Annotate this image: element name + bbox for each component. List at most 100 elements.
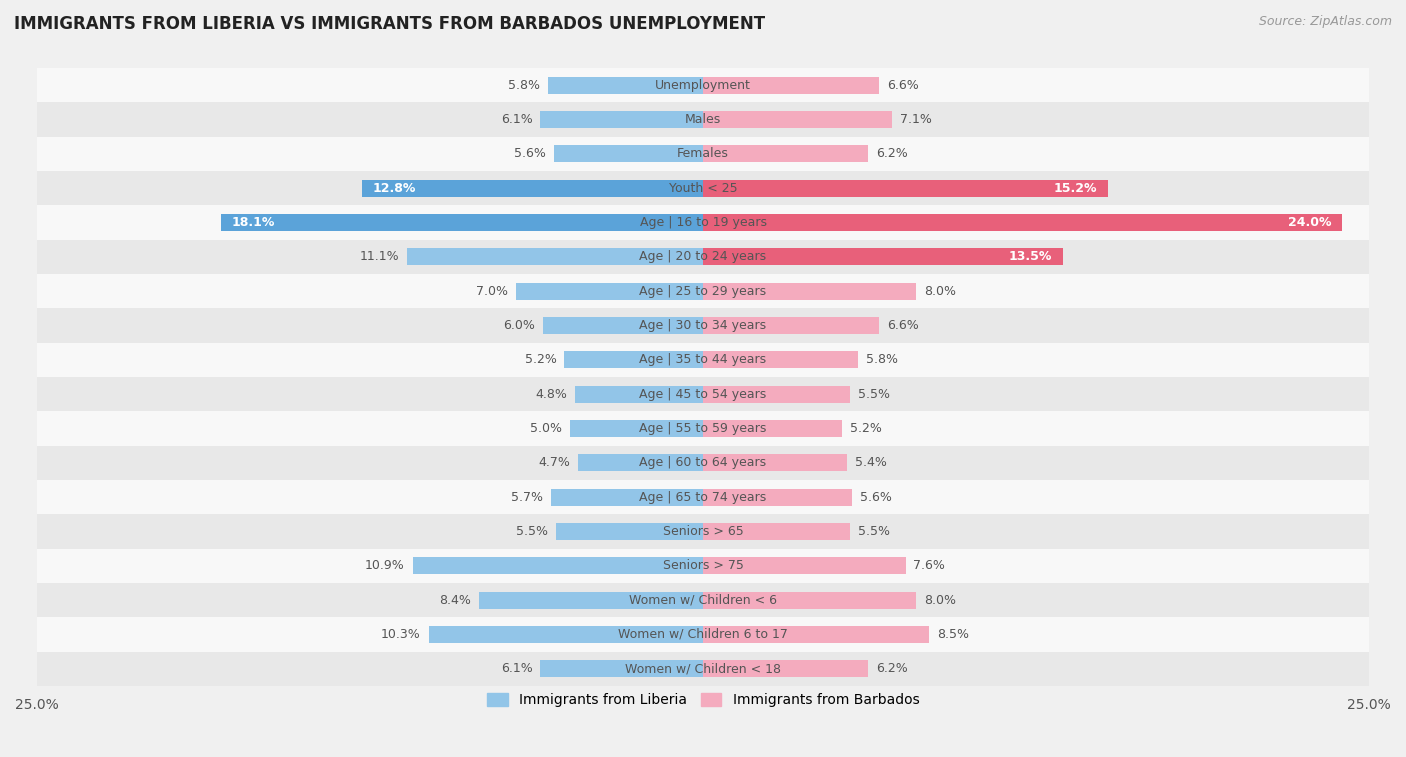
Bar [361,179,703,197]
Text: Women w/ Children 6 to 17: Women w/ Children 6 to 17 [619,628,787,641]
Bar [37,308,1369,343]
Bar [703,351,858,369]
Text: 5.5%: 5.5% [516,525,548,538]
Bar [703,420,842,437]
Bar [37,343,1369,377]
Bar [37,617,1369,652]
Text: 5.4%: 5.4% [855,456,887,469]
Bar [703,523,849,540]
Text: 11.1%: 11.1% [360,251,399,263]
Bar [408,248,703,266]
Bar [703,385,849,403]
Text: 5.5%: 5.5% [858,388,890,400]
Bar [703,179,1108,197]
Text: 6.2%: 6.2% [876,662,908,675]
Text: 6.6%: 6.6% [887,319,918,332]
Bar [578,454,703,472]
Text: 6.2%: 6.2% [876,148,908,160]
Legend: Immigrants from Liberia, Immigrants from Barbados: Immigrants from Liberia, Immigrants from… [481,688,925,713]
Text: Age | 30 to 34 years: Age | 30 to 34 years [640,319,766,332]
Bar [703,660,868,678]
Bar [575,385,703,403]
Bar [37,549,1369,583]
Bar [429,626,703,643]
Bar [703,282,917,300]
Text: 13.5%: 13.5% [1008,251,1052,263]
Text: 5.2%: 5.2% [849,422,882,435]
Text: 6.0%: 6.0% [503,319,536,332]
Bar [564,351,703,369]
Bar [37,274,1369,308]
Text: Age | 65 to 74 years: Age | 65 to 74 years [640,491,766,503]
Text: 5.5%: 5.5% [858,525,890,538]
Bar [37,68,1369,102]
Text: Age | 16 to 19 years: Age | 16 to 19 years [640,216,766,229]
Text: 8.0%: 8.0% [924,285,956,298]
Bar [37,137,1369,171]
Bar [703,591,917,609]
Bar [37,102,1369,137]
Text: Age | 20 to 24 years: Age | 20 to 24 years [640,251,766,263]
Text: 5.6%: 5.6% [515,148,546,160]
Text: 6.6%: 6.6% [887,79,918,92]
Bar [703,145,868,163]
Text: 10.3%: 10.3% [381,628,420,641]
Bar [543,317,703,334]
Text: Age | 45 to 54 years: Age | 45 to 54 years [640,388,766,400]
Text: Males: Males [685,113,721,126]
Bar [37,446,1369,480]
Text: 4.7%: 4.7% [538,456,569,469]
Text: Females: Females [678,148,728,160]
Text: 5.8%: 5.8% [509,79,540,92]
Text: 7.6%: 7.6% [914,559,945,572]
Text: 12.8%: 12.8% [373,182,416,195]
Text: IMMIGRANTS FROM LIBERIA VS IMMIGRANTS FROM BARBADOS UNEMPLOYMENT: IMMIGRANTS FROM LIBERIA VS IMMIGRANTS FR… [14,15,765,33]
Text: Seniors > 75: Seniors > 75 [662,559,744,572]
Text: 6.1%: 6.1% [501,662,533,675]
Bar [548,76,703,94]
Text: 8.5%: 8.5% [938,628,970,641]
Bar [37,240,1369,274]
Text: 10.9%: 10.9% [364,559,405,572]
Text: Unemployment: Unemployment [655,79,751,92]
Bar [703,557,905,575]
Bar [540,660,703,678]
Bar [703,317,879,334]
Bar [703,111,893,128]
Bar [703,214,1343,231]
Text: 7.1%: 7.1% [900,113,932,126]
Text: 5.6%: 5.6% [860,491,891,503]
Text: 5.0%: 5.0% [530,422,562,435]
Bar [703,248,1063,266]
Bar [37,205,1369,240]
Text: Women w/ Children < 18: Women w/ Children < 18 [626,662,780,675]
Text: 15.2%: 15.2% [1054,182,1097,195]
Text: Youth < 25: Youth < 25 [669,182,737,195]
Text: Women w/ Children < 6: Women w/ Children < 6 [628,593,778,606]
Text: 18.1%: 18.1% [232,216,274,229]
Bar [37,377,1369,411]
Bar [703,76,879,94]
Bar [479,591,703,609]
Bar [37,583,1369,617]
Bar [551,488,703,506]
Text: Age | 60 to 64 years: Age | 60 to 64 years [640,456,766,469]
Bar [37,411,1369,446]
Text: 6.1%: 6.1% [501,113,533,126]
Text: Age | 25 to 29 years: Age | 25 to 29 years [640,285,766,298]
Text: 24.0%: 24.0% [1288,216,1331,229]
Bar [37,652,1369,686]
Bar [703,626,929,643]
Text: Age | 55 to 59 years: Age | 55 to 59 years [640,422,766,435]
Text: Source: ZipAtlas.com: Source: ZipAtlas.com [1258,15,1392,28]
Bar [37,171,1369,205]
Text: 4.8%: 4.8% [536,388,567,400]
Bar [703,488,852,506]
Text: 5.8%: 5.8% [866,354,897,366]
Bar [516,282,703,300]
Text: Seniors > 65: Seniors > 65 [662,525,744,538]
Text: 5.2%: 5.2% [524,354,557,366]
Bar [221,214,703,231]
Text: 8.4%: 8.4% [439,593,471,606]
Bar [37,514,1369,549]
